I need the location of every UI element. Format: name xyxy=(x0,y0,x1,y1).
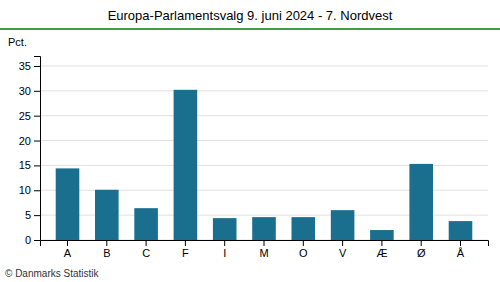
x-tick-mark xyxy=(146,240,147,246)
x-tick: Ø xyxy=(417,240,426,259)
y-axis-label: Pct. xyxy=(8,36,27,48)
grid-line xyxy=(40,90,488,91)
title: Europa-Parlamentsvalg 9. juni 2024 - 7. … xyxy=(108,8,393,23)
grid xyxy=(40,66,488,240)
bar xyxy=(134,208,158,240)
y-tick-label: 10 xyxy=(19,184,31,196)
x-tick-label: F xyxy=(182,247,189,259)
y-tick: 10 xyxy=(19,184,40,196)
x-tick-label: M xyxy=(259,247,268,259)
x-tick: O xyxy=(299,240,308,259)
x-tick-label: B xyxy=(103,247,110,259)
y-tick-label: 15 xyxy=(19,159,31,171)
title-rule xyxy=(0,28,500,30)
x-tick-mark xyxy=(421,240,422,246)
y-axis: 0 5 10 15 20 25 30 35 xyxy=(19,57,41,247)
y-tick-mark xyxy=(34,91,40,92)
x-tick-label: Ø xyxy=(417,247,426,259)
x-tick: Å xyxy=(457,240,465,259)
x-tick: Æ xyxy=(376,240,387,259)
x-tick-label: Æ xyxy=(376,247,387,259)
y-tick-mark xyxy=(34,165,40,166)
x-tick-mark xyxy=(264,240,265,246)
x-tick-label: A xyxy=(64,247,72,259)
y-tick: 25 xyxy=(19,110,40,122)
y-tick: 15 xyxy=(19,159,40,171)
bar xyxy=(213,218,237,240)
grid-line xyxy=(40,65,488,66)
y-tick-mark xyxy=(34,66,40,67)
x-tick-mark xyxy=(342,240,343,246)
x-tick-label: V xyxy=(339,247,347,259)
y-tick: 35 xyxy=(19,60,40,72)
x-tick-mark xyxy=(381,240,382,246)
bar xyxy=(95,190,119,240)
bar xyxy=(292,217,316,240)
bars xyxy=(56,90,473,240)
y-tick: 5 xyxy=(25,209,40,221)
y-tick: 30 xyxy=(19,85,40,97)
x-tick-mark xyxy=(224,240,225,246)
y-tick-label: 5 xyxy=(25,209,31,221)
x-tick-mark xyxy=(185,240,186,246)
chart-svg: Europa-Parlamentsvalg 9. juni 2024 - 7. … xyxy=(0,0,500,282)
x-tick: A xyxy=(64,240,72,259)
x-tick: F xyxy=(182,240,189,259)
y-tick-label: 30 xyxy=(19,85,31,97)
y-tick-mark xyxy=(34,141,40,142)
grid-line xyxy=(40,140,488,141)
x-tick-mark xyxy=(67,240,68,246)
x-axis: ABCFIMOVÆØÅ xyxy=(41,240,489,259)
x-tick-mark xyxy=(106,240,107,246)
y-tick: 0 xyxy=(25,234,40,246)
x-axis-line xyxy=(41,241,489,247)
x-tick-label: O xyxy=(299,247,308,259)
plot: A B C F I M O V Æ Ø Å 0 5 10 15 20 25 30 35 xyxy=(19,57,489,259)
x-tick: I xyxy=(223,240,226,259)
bar xyxy=(174,90,198,240)
x-tick-label: Å xyxy=(457,247,465,259)
y-axis-line xyxy=(34,57,41,241)
bar xyxy=(449,221,473,240)
grid-line xyxy=(40,115,488,116)
bar xyxy=(409,164,433,240)
bar xyxy=(252,217,276,240)
x-tick: V xyxy=(339,240,347,259)
y-tick-label: 35 xyxy=(19,60,31,72)
y-tick: 20 xyxy=(19,135,40,147)
bar xyxy=(370,230,394,240)
y-tick-label: 20 xyxy=(19,135,31,147)
x-tick: C xyxy=(142,240,150,259)
x-tick: M xyxy=(259,240,268,259)
x-tick-mark xyxy=(303,240,304,246)
y-tick-mark xyxy=(34,190,40,191)
y-tick-label: 25 xyxy=(19,110,31,122)
x-tick: B xyxy=(103,240,110,259)
y-tick-mark xyxy=(34,240,40,241)
y-tick-mark xyxy=(34,215,40,216)
footer: © Danmarks Statistik xyxy=(5,268,100,279)
y-tick-label: 0 xyxy=(25,234,31,246)
x-tick-label: I xyxy=(223,247,226,259)
x-tick-label: C xyxy=(142,247,150,259)
bar xyxy=(56,168,80,240)
x-tick-mark xyxy=(460,240,461,246)
bar xyxy=(331,210,355,240)
y-tick-mark xyxy=(34,116,40,117)
